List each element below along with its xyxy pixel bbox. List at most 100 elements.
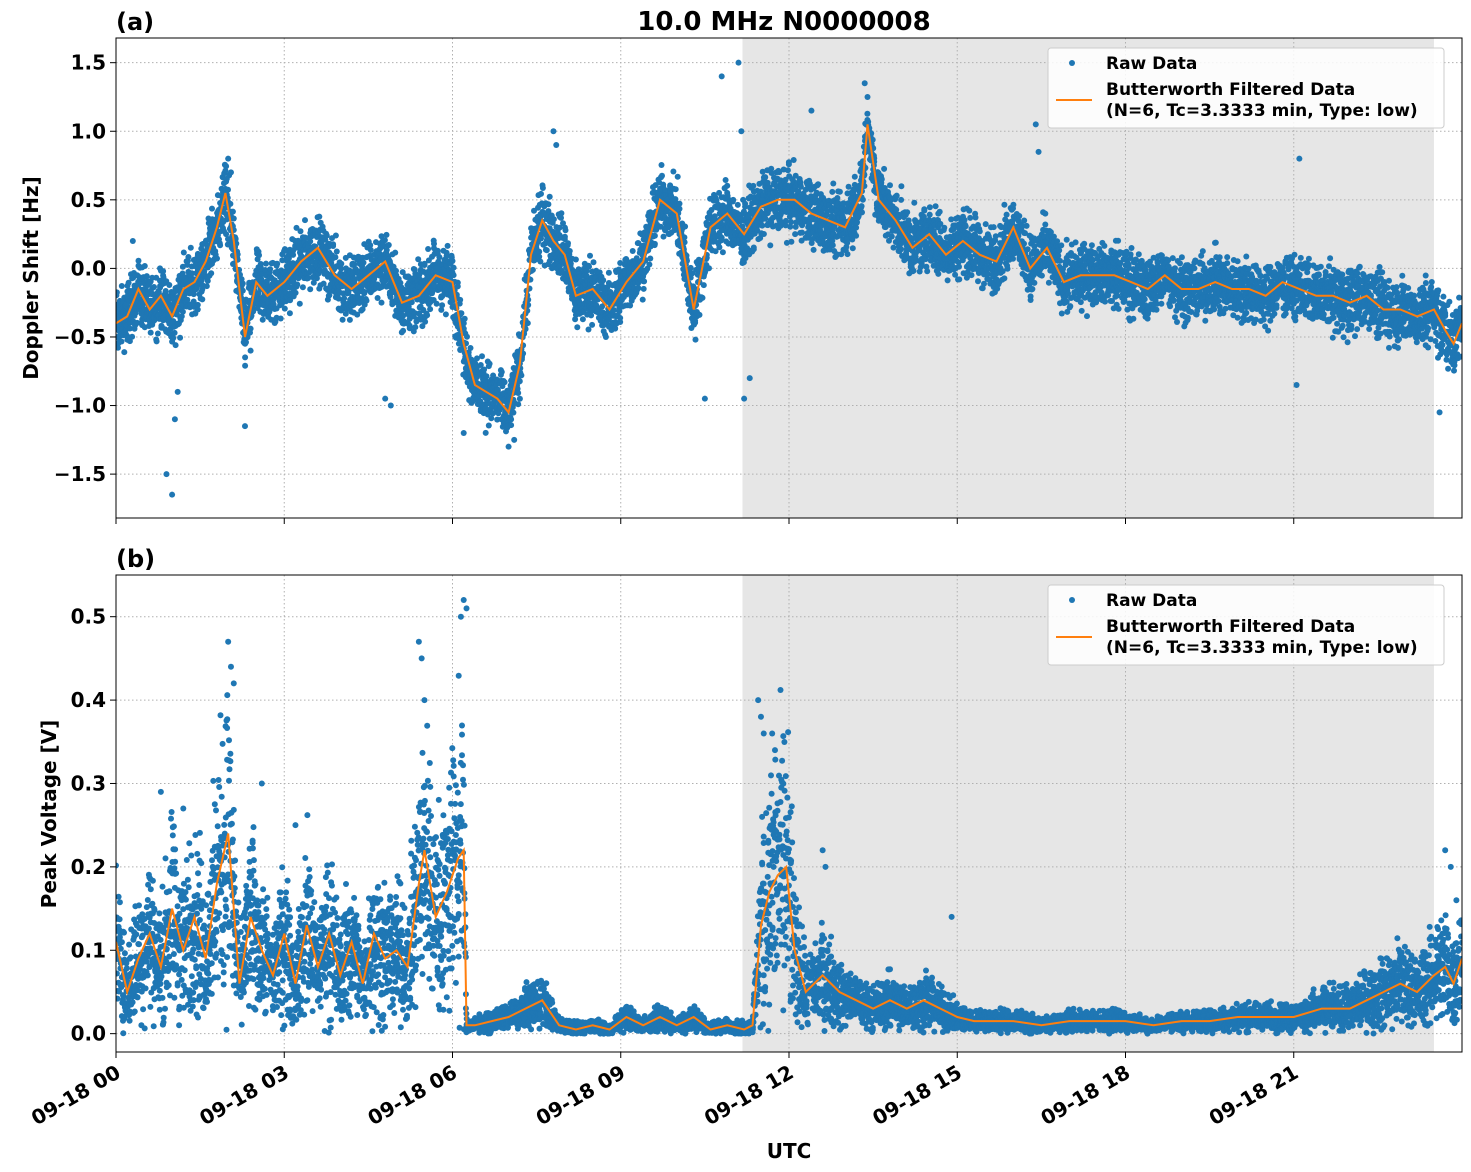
raw-data-point	[412, 324, 419, 331]
raw-data-point	[190, 291, 197, 298]
raw-data-point	[536, 248, 543, 255]
raw-data-point	[483, 373, 490, 380]
raw-data-point	[508, 416, 515, 423]
raw-data-point	[199, 296, 206, 303]
raw-data-point	[400, 327, 407, 334]
raw-data-point	[243, 339, 249, 346]
raw-data-point	[605, 269, 612, 276]
raw-data-point	[674, 173, 681, 180]
raw-data-point	[297, 228, 304, 235]
raw-data-point	[143, 273, 150, 280]
raw-data-point	[376, 250, 383, 257]
raw-data-point	[442, 311, 449, 318]
raw-data-point	[180, 249, 187, 256]
raw-data-point	[864, 110, 871, 117]
raw-data-point	[587, 252, 593, 259]
raw-data-point	[788, 219, 794, 225]
raw-data-point	[898, 183, 905, 190]
raw-data-point	[255, 290, 262, 297]
raw-data-point	[179, 270, 186, 277]
raw-data-point	[759, 222, 766, 229]
raw-data-point	[147, 329, 154, 336]
raw-data-point	[290, 251, 297, 258]
raw-data-point	[433, 300, 440, 307]
raw-data-point	[227, 200, 234, 207]
raw-data-point	[699, 294, 706, 301]
raw-data-point	[859, 196, 866, 203]
raw-data-point	[742, 200, 749, 207]
raw-data-point	[247, 325, 254, 332]
raw-data-point	[116, 289, 120, 296]
raw-data-point	[926, 204, 933, 211]
raw-data-point	[454, 279, 461, 286]
raw-data-point	[307, 286, 314, 293]
raw-data-point	[323, 232, 330, 239]
raw-data-point	[467, 345, 474, 351]
raw-data-point	[888, 233, 895, 240]
raw-data-point	[539, 185, 546, 191]
raw-data-point	[602, 334, 609, 340]
raw-data-point	[853, 219, 860, 226]
raw-data-point	[332, 232, 339, 239]
raw-data-point	[836, 188, 843, 195]
raw-data-point	[281, 305, 288, 312]
raw-data-point	[190, 298, 197, 305]
raw-data-point	[538, 190, 544, 197]
raw-data-point	[172, 342, 179, 349]
raw-data-point	[635, 285, 642, 292]
raw-data-point	[118, 338, 125, 345]
raw-data-point	[263, 260, 269, 267]
raw-data-point	[479, 353, 485, 360]
raw-data-point	[296, 300, 303, 307]
raw-data-point	[515, 401, 522, 408]
raw-data-point	[844, 251, 851, 258]
raw-data-point	[508, 422, 515, 429]
raw-data-point	[385, 242, 392, 248]
raw-data-point	[166, 282, 173, 288]
raw-data-point	[326, 292, 333, 299]
raw-data-point	[611, 307, 618, 314]
raw-data-point	[330, 243, 337, 249]
raw-data-point	[380, 241, 387, 248]
raw-data-point	[124, 333, 131, 340]
raw-data-point	[849, 245, 856, 252]
raw-data-point	[256, 252, 262, 259]
raw-data-point	[363, 297, 370, 304]
raw-data-point	[640, 285, 647, 292]
raw-data-point	[372, 272, 379, 279]
raw-data-point	[799, 229, 806, 236]
raw-data-point	[313, 275, 320, 282]
raw-data-point	[706, 265, 712, 272]
plot-series-group	[116, 59, 1462, 498]
raw-data-point	[658, 162, 665, 168]
raw-data-point	[266, 308, 273, 315]
raw-data-point	[239, 287, 246, 294]
raw-data-point	[562, 227, 569, 234]
raw-data-point	[859, 209, 865, 216]
raw-data-point	[660, 233, 667, 240]
raw-data-point	[299, 284, 306, 291]
raw-data-point	[217, 242, 224, 249]
raw-data-point	[543, 247, 550, 254]
raw-data-point	[310, 279, 317, 286]
raw-data-point	[157, 305, 163, 312]
raw-data-point	[516, 378, 523, 385]
raw-data-point	[750, 246, 757, 253]
raw-data-point	[716, 244, 723, 251]
raw-data-point	[647, 255, 654, 262]
raw-data-point	[790, 157, 797, 163]
raw-data-point	[154, 330, 161, 337]
raw-data-point	[834, 195, 841, 201]
raw-data-point	[135, 257, 142, 264]
raw-data-point	[486, 360, 493, 367]
raw-data-point	[450, 264, 457, 271]
raw-data-point	[351, 261, 358, 268]
raw-data-point	[341, 295, 348, 302]
raw-data-point	[316, 213, 323, 220]
raw-data-point	[286, 310, 293, 317]
raw-data-point	[501, 379, 508, 386]
raw-data-point	[116, 344, 121, 351]
raw-data-point	[561, 233, 568, 240]
raw-data-point	[118, 283, 125, 289]
